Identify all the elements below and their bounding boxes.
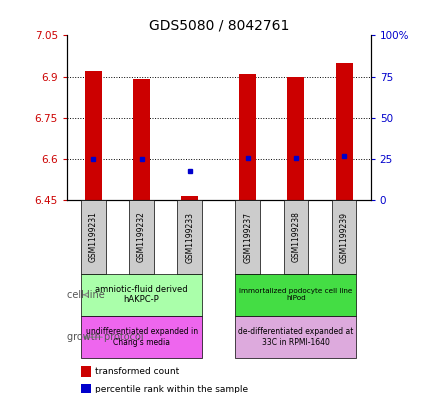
Bar (81, 316, 202, 358)
Bar (235, 316, 356, 358)
Bar (283, 200, 307, 274)
Text: amniotic-fluid derived
hAKPC-P: amniotic-fluid derived hAKPC-P (95, 285, 187, 305)
Text: de-differentiated expanded at
33C in RPMI-1640: de-differentiated expanded at 33C in RPM… (238, 327, 353, 347)
Text: percentile rank within the sample: percentile rank within the sample (94, 385, 247, 393)
Bar (235, 200, 259, 274)
Text: GSM1199233: GSM1199233 (185, 211, 194, 263)
Text: GSM1199237: GSM1199237 (243, 211, 252, 263)
Bar (331, 200, 356, 274)
Bar (177, 200, 202, 274)
Text: transformed count: transformed count (94, 367, 178, 376)
Text: immortalized podocyte cell line
hIPod: immortalized podocyte cell line hIPod (239, 288, 352, 301)
Text: GSM1199231: GSM1199231 (89, 211, 98, 263)
Text: GSM1199239: GSM1199239 (339, 211, 348, 263)
Bar (129, 200, 154, 274)
Bar (85, 71, 101, 200)
Bar (181, 196, 198, 200)
Bar (335, 63, 352, 200)
Text: growth protocol: growth protocol (67, 332, 143, 342)
Bar (239, 74, 255, 200)
Bar (133, 79, 150, 200)
Text: GSM1199232: GSM1199232 (137, 211, 146, 263)
Bar (235, 274, 356, 316)
Text: cell line: cell line (67, 290, 104, 300)
Title: GDS5080 / 8042761: GDS5080 / 8042761 (148, 19, 288, 33)
Text: GSM1199238: GSM1199238 (291, 211, 300, 263)
Bar (287, 77, 304, 200)
Bar (81, 384, 90, 393)
Bar (81, 200, 105, 274)
Bar (81, 366, 90, 376)
Bar (81, 274, 202, 316)
Text: undifferentiated expanded in
Chang's media: undifferentiated expanded in Chang's med… (85, 327, 197, 347)
